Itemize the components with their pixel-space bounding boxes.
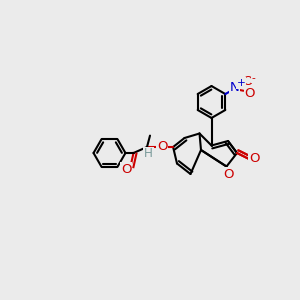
Text: O: O	[223, 167, 233, 181]
Text: O: O	[249, 152, 260, 166]
Text: H: H	[144, 147, 153, 160]
Text: O: O	[243, 75, 253, 88]
Text: N: N	[230, 81, 239, 94]
Text: O: O	[244, 87, 255, 100]
Text: O: O	[157, 140, 167, 153]
Text: +: +	[237, 78, 246, 88]
Text: O: O	[121, 163, 131, 176]
Text: -: -	[251, 73, 255, 83]
